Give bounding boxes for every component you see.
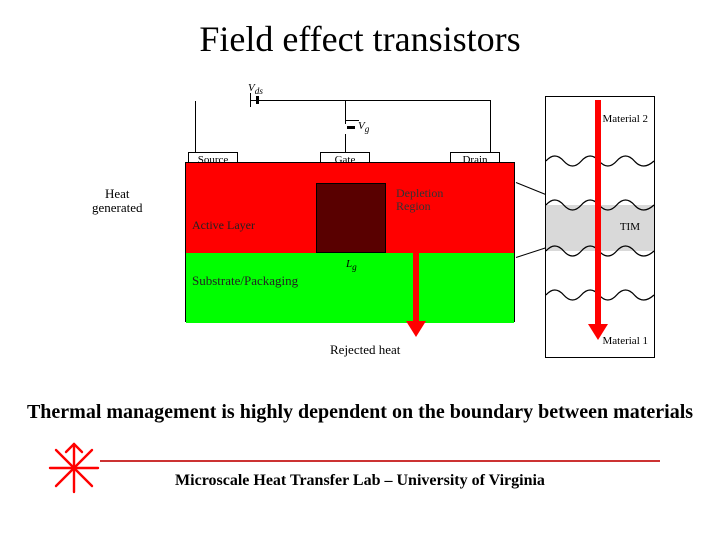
depletion-region xyxy=(316,183,386,253)
wire xyxy=(195,100,196,154)
connector xyxy=(516,182,548,196)
conclusion-text: Thermal management is highly dependent o… xyxy=(0,400,720,424)
vds-label: Vds xyxy=(248,82,263,96)
active-label: Active Layer xyxy=(192,218,255,233)
connector xyxy=(516,247,549,258)
footer-text: Microscale Heat Transfer Lab – Universit… xyxy=(0,472,720,490)
depletion-label: DepletionRegion xyxy=(396,187,443,213)
diagram-area: Vds Vg Source Gate Drain Active Layer Su… xyxy=(100,92,680,372)
fet-cross-section: Active Layer Substrate/Packaging Depleti… xyxy=(185,162,515,322)
rejected-heat-label: Rejected heat xyxy=(330,342,400,358)
wire xyxy=(490,100,491,154)
substrate-label: Substrate/Packaging xyxy=(192,273,298,289)
divider xyxy=(100,460,660,462)
vg-label: Vg xyxy=(358,120,369,134)
wire xyxy=(345,134,346,154)
wire-gap-cover xyxy=(195,100,250,101)
material2-label: Material 2 xyxy=(602,113,648,125)
tim-label: TIM xyxy=(620,221,640,233)
material1-label: Material 1 xyxy=(602,335,648,347)
heat-generated-label: Heatgenerated xyxy=(92,187,143,216)
tim-arrow xyxy=(592,100,604,340)
rejected-heat-arrow xyxy=(410,237,422,337)
lg-label: Lg xyxy=(346,258,357,272)
page-title: Field effect transistors xyxy=(0,18,720,60)
